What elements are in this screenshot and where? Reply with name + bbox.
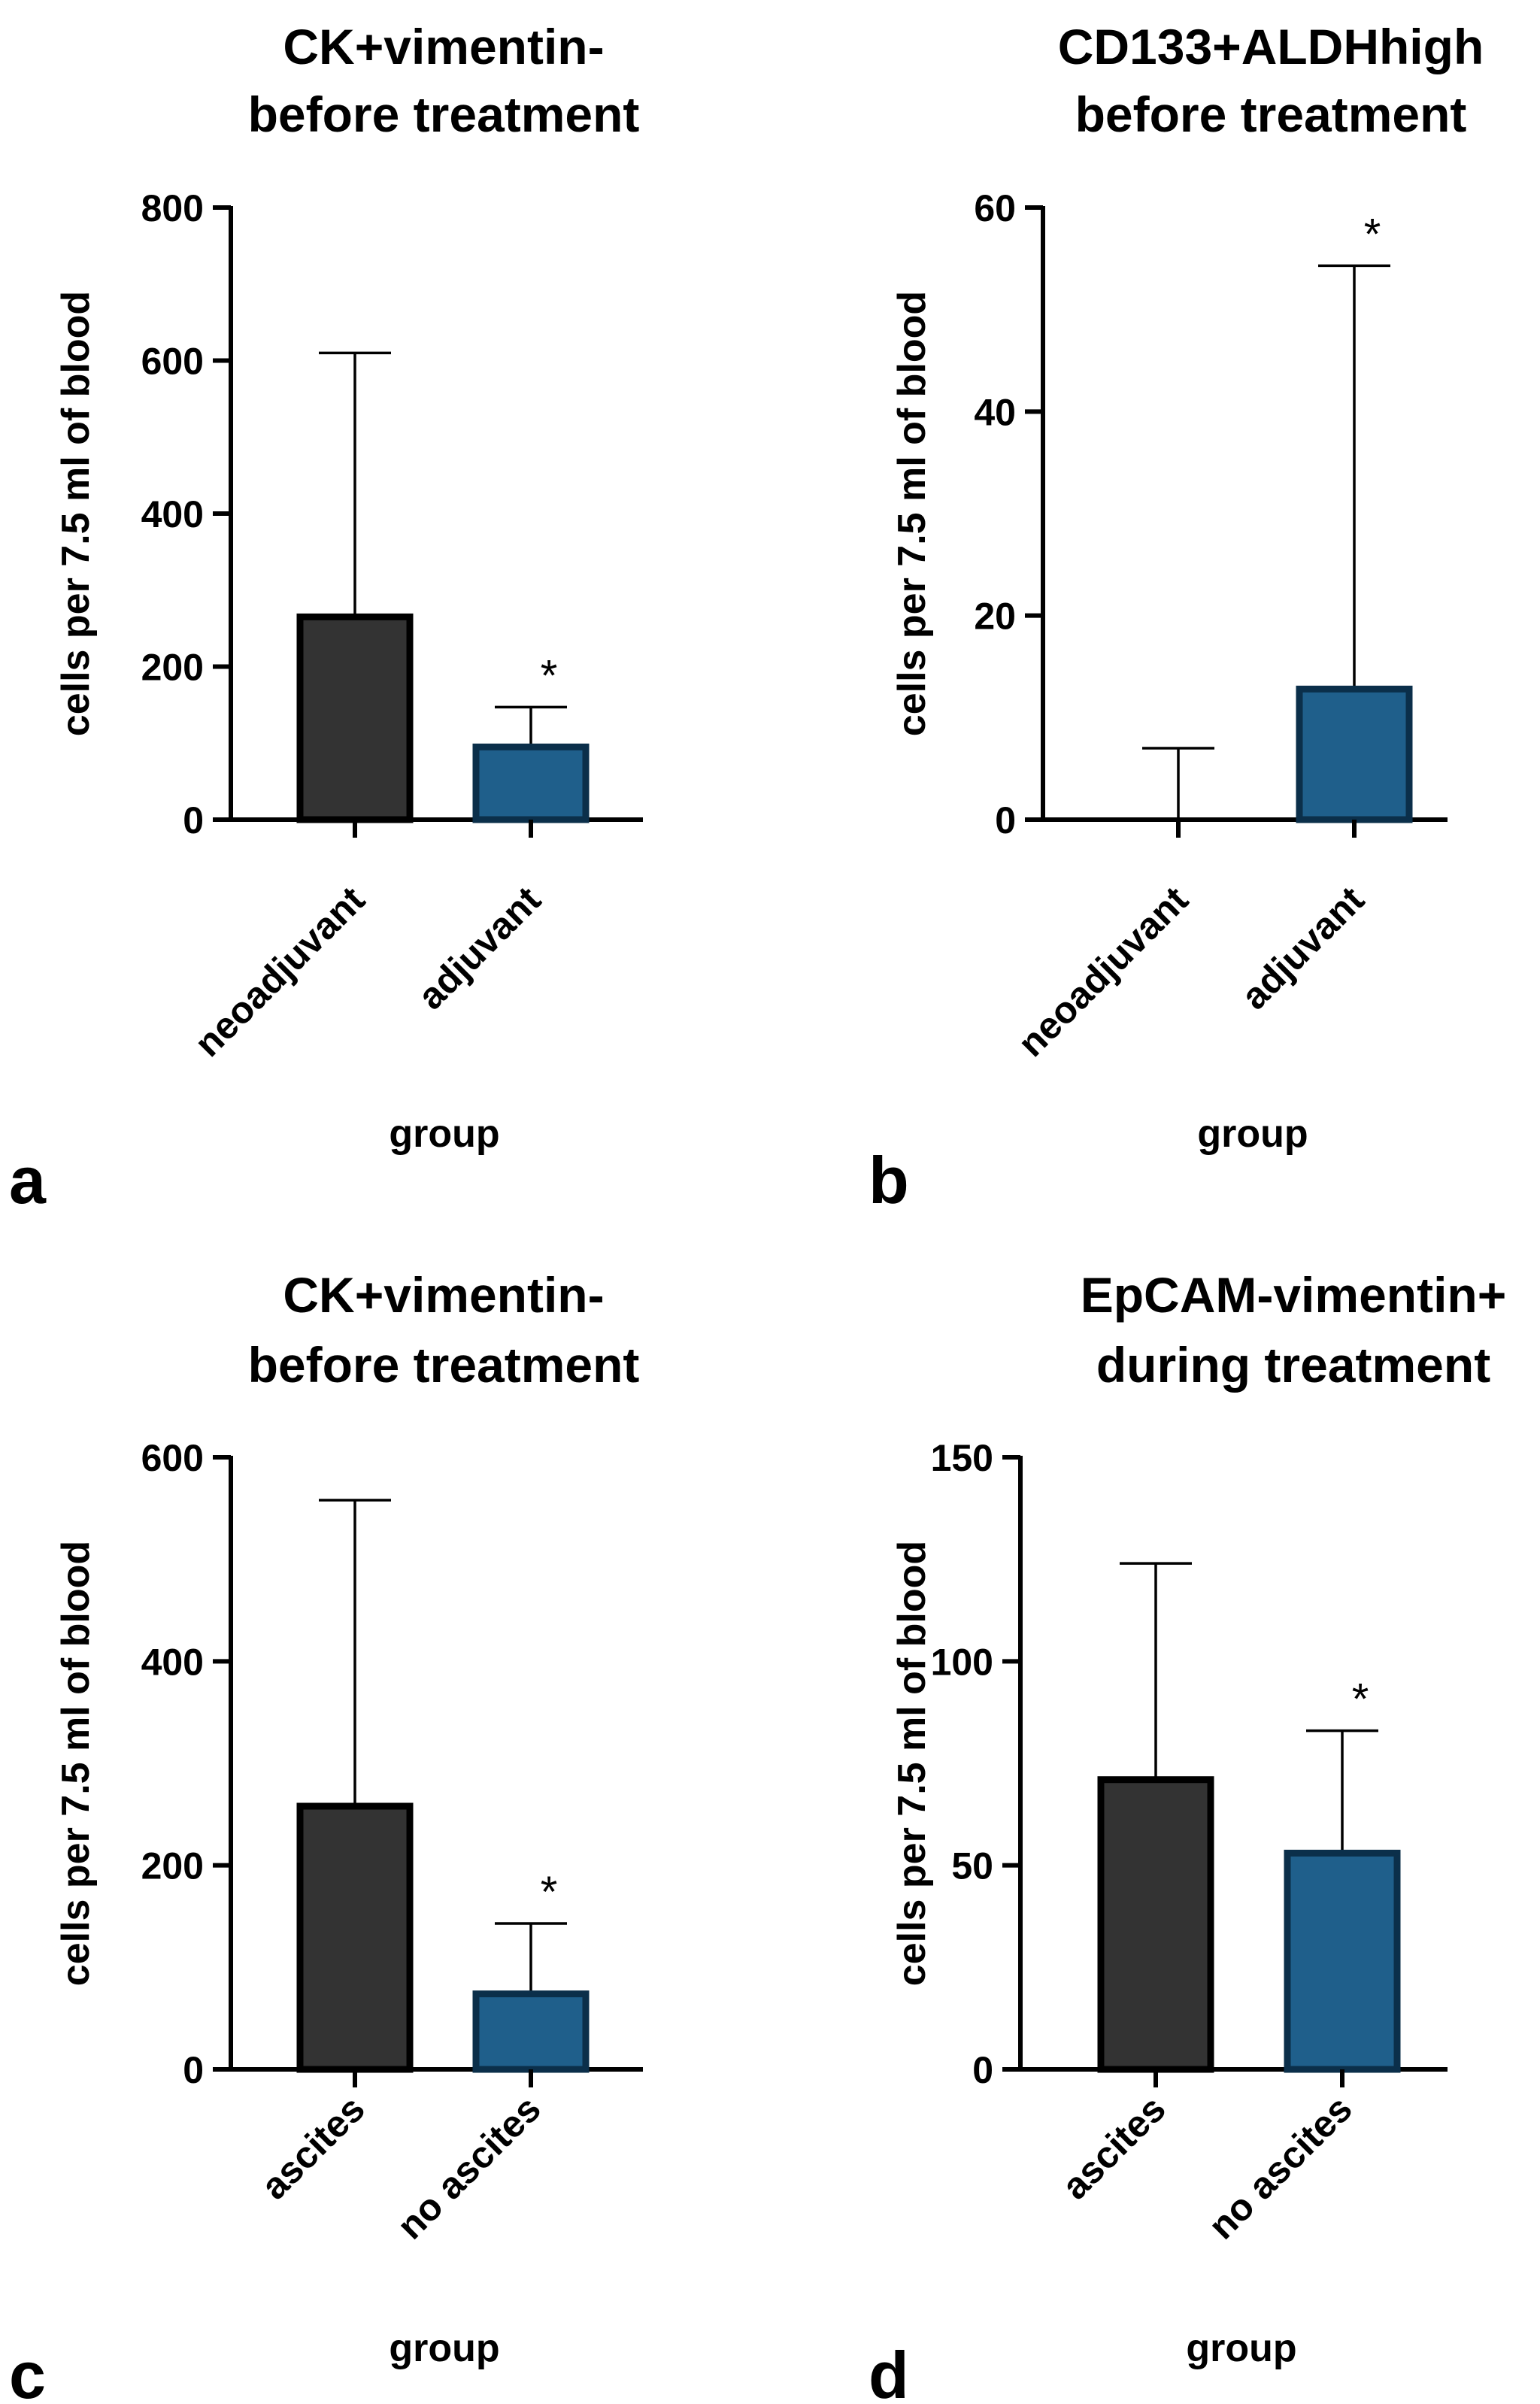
y-tick-label: 800 [141,187,204,229]
chart-title-line: during treatment [1096,1337,1490,1393]
bar-neoadjuvant [296,613,414,823]
bar-no-ascites [472,1990,590,2073]
chart-panel-a: CK+vimentin-before treatment 0 200 400 600 80… [9,19,643,1217]
x-axis-label: group [389,1112,499,1156]
panel-letter: c [9,2338,46,2404]
bar-no-ascites [1284,1849,1401,2073]
y-axis-label: cells per 7.5 ml of blood [54,1541,98,1986]
x-axis-label: group [1197,1112,1308,1156]
y-tick-label: 20 [974,596,1016,638]
category-label: adjuvant [1233,878,1372,1017]
y-tick-label: 600 [141,341,204,383]
y-tick-label: 100 [931,1641,993,1683]
category-label: no ascites [389,2087,549,2248]
panel-letter: b [869,1143,909,1217]
category-label: adjuvant [410,878,549,1017]
significance-marker: * [541,651,558,700]
panel-letter: d [869,2338,909,2404]
bar-adjuvant [1296,685,1413,823]
y-axis-label: cells per 7.5 ml of blood [890,291,934,736]
y-tick-label: 200 [141,1845,204,1887]
y-tick-label: 0 [995,799,1016,841]
panel-letter: a [9,1143,47,1217]
y-tick-label: 0 [183,2049,204,2091]
chart-title-line: before treatment [1075,86,1467,142]
chart-title-line: before treatment [248,1337,640,1393]
chart-panel-c: CK+vimentin-before treatment 0 200 400 600 ce… [9,1267,643,2404]
y-tick-label: 40 [974,391,1016,433]
chart-title-line: CK+vimentin- [283,19,604,74]
significance-marker: * [541,1868,558,1917]
chart-title-line: CD133+ALDHhigh [1058,19,1484,74]
category-label: ascites [1053,2087,1174,2208]
y-tick-label: 400 [141,1641,204,1683]
y-tick-label: 400 [141,493,204,535]
y-axis-label: cells per 7.5 ml of blood [54,291,98,736]
y-tick-label: 0 [972,2049,993,2091]
chart-title-line: CK+vimentin- [283,1267,604,1323]
chart-panel-d: EpCAM-vimentin+ during treatment 0 50 100 150… [869,1267,1506,2404]
x-axis-label: group [389,2327,499,2370]
y-tick-label: 0 [183,799,204,841]
significance-marker: * [1364,210,1381,259]
chart-panel-b: CD133+ALDHhigh before treatment 0 20 40 60 cel… [869,19,1484,1217]
y-tick-label: 60 [974,187,1016,229]
y-tick-label: 200 [141,647,204,689]
y-tick-label: 150 [931,1437,993,1479]
y-tick-label: 50 [951,1845,993,1887]
chart-title-line: EpCAM-vimentin+ [1081,1267,1507,1323]
x-axis-label: group [1186,2327,1296,2370]
bar-ascites [296,1802,414,2073]
bar-ascites [1097,1776,1214,2073]
bar-adjuvant [472,743,590,823]
y-tick-label: 600 [141,1437,204,1479]
category-label: neoadjuvant [186,878,373,1065]
y-axis-label: cells per 7.5 ml of blood [890,1541,934,1986]
category-label: neoadjuvant [1010,878,1196,1065]
category-label: ascites [253,2087,373,2208]
category-label: no ascites [1200,2087,1360,2248]
significance-marker: * [1352,1675,1369,1724]
chart-title-line: before treatment [248,86,640,142]
